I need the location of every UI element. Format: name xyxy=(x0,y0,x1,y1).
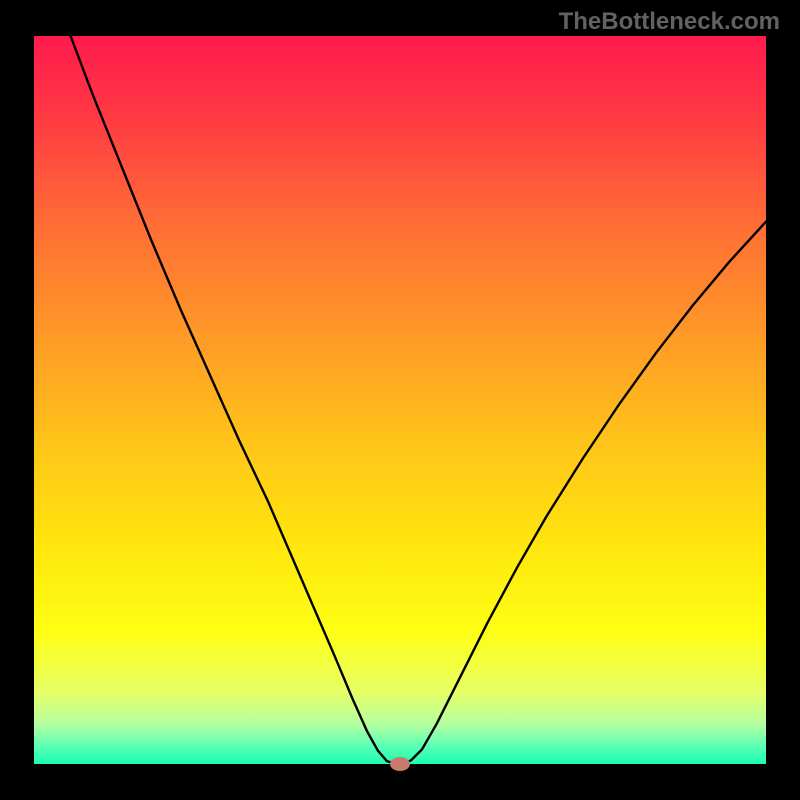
bottleneck-curve xyxy=(34,36,766,764)
plot-area xyxy=(34,36,766,764)
minimum-marker xyxy=(390,757,410,771)
chart-stage: TheBottleneck.com xyxy=(0,0,800,800)
watermark-text: TheBottleneck.com xyxy=(559,8,780,36)
curve-path xyxy=(71,36,766,764)
